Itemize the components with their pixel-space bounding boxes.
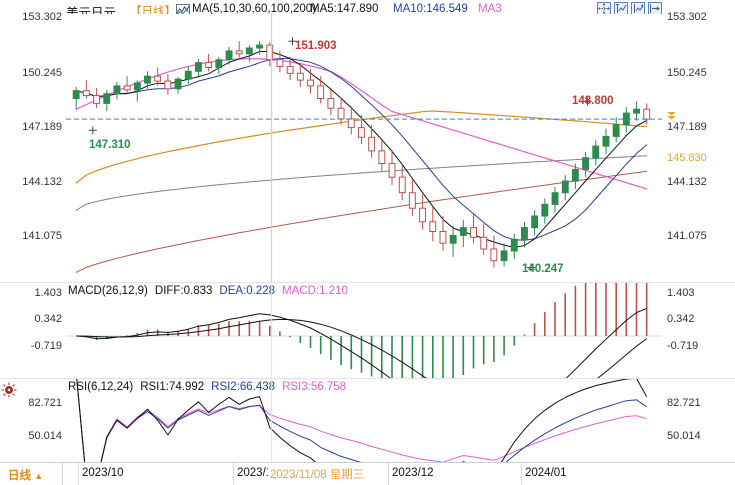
time-label-3: 2024/01 — [525, 467, 567, 479]
macd-plot-area[interactable] — [66, 283, 662, 379]
price-tick-left-2: 147.189 — [22, 121, 62, 133]
time-axis-divider — [62, 463, 63, 485]
rsi-panel[interactable]: RSI(6,12,24) RSI1:74.992 RSI2:66.438 RSI3:5… — [0, 378, 735, 463]
macd-tick-right-1: 0.342 — [667, 313, 695, 325]
low-annotation: 140.247 — [522, 263, 564, 275]
rsi2-value: RSI2:66.438 — [211, 381, 276, 393]
rsi3-value: RSI3:56.758 — [282, 381, 347, 393]
high-annotation: 151.903 — [295, 40, 337, 52]
time-axis-gridline — [388, 463, 389, 485]
macd-tick-left-1: 0.342 — [34, 313, 62, 325]
macd-axis-left: 1.403 0.342 -0.719 — [0, 283, 64, 379]
rsi-tick-right-0: 82.721 — [667, 397, 701, 409]
macd-diff: DIFF:0.833 — [154, 285, 213, 297]
macd-tick-left-2: -0.719 — [30, 340, 62, 352]
time-axis-gridline — [521, 463, 522, 485]
rsi-tick-left-1: 50.014 — [28, 430, 62, 442]
period-badge-label: 日线 — [8, 470, 31, 482]
price-tick-right-4: 141.075 — [667, 230, 707, 242]
rsi-tick-right-1: 50.014 — [667, 430, 701, 442]
price-tick-left-3: 144.132 — [22, 176, 62, 188]
ma3-value: MA3 — [478, 3, 502, 15]
macd-header: MACD(26,12,9) DIFF:0.833 DEA:0.228 MACD:1.2… — [68, 285, 355, 297]
ma10-value: MA10:146.549 — [393, 3, 468, 15]
macd-dea: DEA:0.228 — [219, 285, 276, 297]
time-axis-gridline — [233, 463, 234, 485]
rsi-tick-left-0: 82.721 — [28, 397, 62, 409]
time-label-0: 2023/10 — [82, 467, 124, 479]
low-left-annotation: 147.310 — [89, 139, 131, 151]
price-panel[interactable]: 153.302 150.245 147.189 144.132 141.075 … — [0, 11, 735, 282]
period-badge[interactable]: 日线 ▲ — [8, 467, 43, 483]
macd-value: MACD:1.210 — [282, 285, 348, 297]
time-label-2: 2023/12 — [392, 467, 434, 479]
price-tick-right-1: 150.245 — [667, 67, 707, 79]
recent-high-annotation: 148.800 — [572, 95, 614, 107]
time-label-1: 2023/11 — [237, 467, 278, 479]
ma5-value: MA5:147.890 — [310, 3, 379, 15]
price-tick-left-1: 150.245 — [22, 67, 62, 79]
macd-tick-right-0: 1.403 — [667, 287, 695, 299]
time-axis-gridline — [78, 463, 79, 485]
chart-titlebar: 美元日元 【日线】 MA(5,10,30,60,100,200) MA5:147… — [0, 0, 735, 20]
rsi-title: RSI(6,12,24) — [68, 381, 134, 393]
rsi-axis-right: 82.721 50.014 — [664, 379, 735, 463]
price-axis-right: 153.302 150.245 147.189 145.830 144.132 … — [664, 11, 735, 282]
price-tick-right-0: 153.302 — [667, 11, 707, 23]
hover-date-tooltip: 2023/11/08 星期三 — [268, 466, 367, 482]
time-axis[interactable]: 日线 ▲ 2023/10 2023/11 2023/12 2024/01 202… — [0, 462, 735, 485]
rsi1-value: RSI1:74.992 — [140, 381, 205, 393]
price-tick-left-0: 153.302 — [22, 11, 62, 23]
rsi-axis-left: 82.721 50.014 — [0, 379, 64, 463]
macd-tick-right-2: -0.719 — [667, 340, 699, 352]
price-plot-area[interactable] — [66, 14, 662, 282]
ma-lines-icon — [176, 3, 190, 16]
macd-panel[interactable]: MACD(26,12,9) DIFF:0.833 DEA:0.228 MACD:1.2… — [0, 282, 735, 379]
price-tick-left-4: 141.075 — [22, 230, 62, 242]
macd-tick-left-0: 1.403 — [34, 287, 62, 299]
last-price-marker-icon — [666, 108, 677, 120]
price-tick-right-2: 147.189 — [667, 121, 707, 133]
rsi-header: RSI(6,12,24) RSI1:74.992 RSI2:66.438 RSI3:5… — [68, 381, 353, 393]
price-tick-right-3: 144.132 — [667, 176, 707, 188]
ma-legend-label: MA(5,10,30,60,100,200) — [192, 3, 317, 15]
period-badge-arrow-icon: ▲ — [34, 471, 44, 481]
macd-title: MACD(26,12,9) — [68, 285, 148, 297]
macd-axis-right: 1.403 0.342 -0.719 — [664, 283, 735, 379]
rsi-plot-area[interactable] — [66, 379, 662, 463]
price-highlight-value: 145.830 — [667, 152, 707, 164]
alert-sun-icon[interactable] — [1, 382, 17, 398]
price-axis-left: 153.302 150.245 147.189 144.132 141.075 — [0, 11, 64, 282]
